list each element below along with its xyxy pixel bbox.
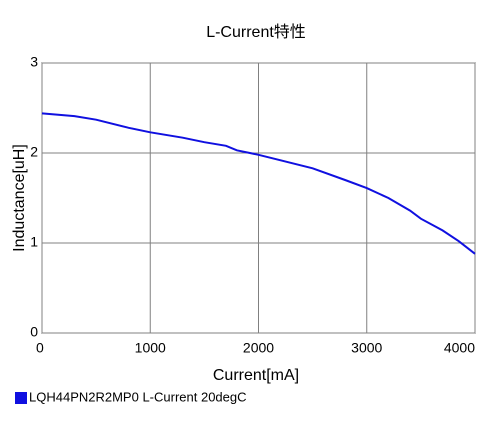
- x-tick-label: 4000: [444, 340, 475, 356]
- y-axis-label: Inductance[uH]: [11, 144, 28, 252]
- y-tick-label: 3: [30, 54, 38, 70]
- legend-swatch: [15, 392, 27, 404]
- y-tick-label: 1: [30, 234, 38, 250]
- x-tick-label: 1000: [135, 340, 166, 356]
- x-axis-label: Current[mA]: [213, 367, 299, 384]
- legend-label: LQH44PN2R2MP0 L-Current 20degC: [29, 389, 247, 404]
- y-tick-label: 2: [30, 144, 38, 160]
- x-tick-label: 3000: [351, 340, 382, 356]
- chart-title: L-Current特性: [206, 23, 306, 41]
- y-tick-label: 0: [30, 324, 38, 340]
- x-tick-label: 0: [36, 340, 44, 356]
- x-tick-label: 2000: [243, 340, 274, 356]
- data-line: [41, 112, 476, 255]
